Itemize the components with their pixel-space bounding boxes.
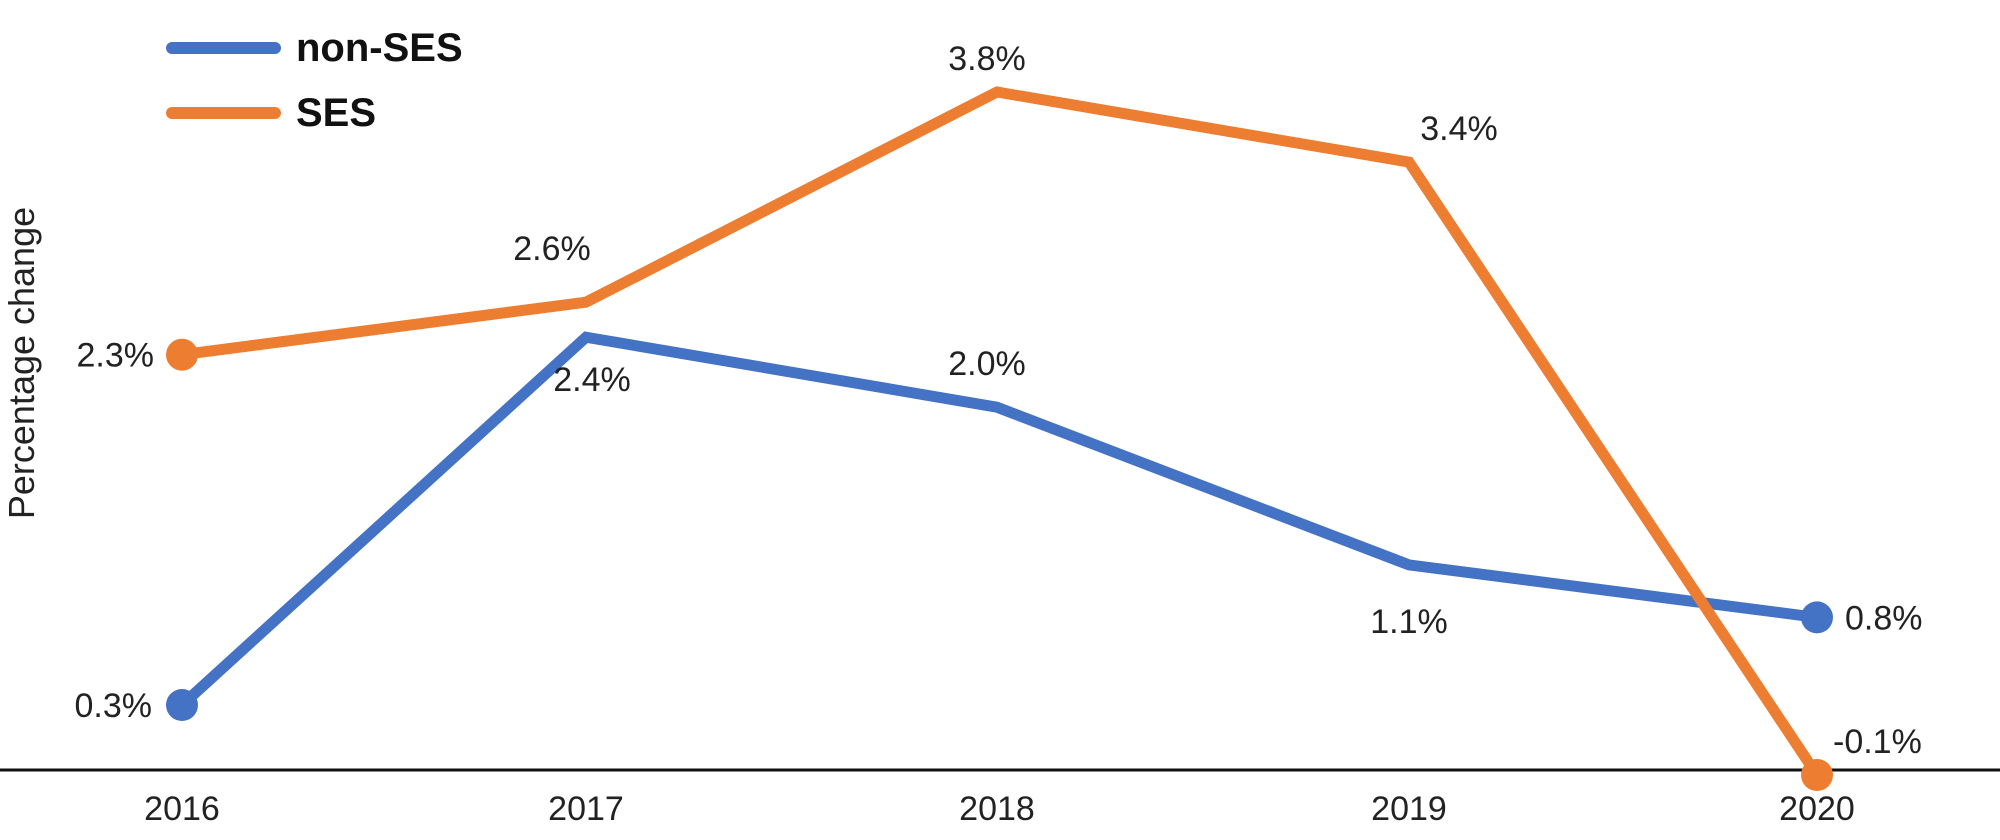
endpoint-marker-ses-2016 [166,338,198,371]
plot-area: 2016 2017 2018 2019 2020 0.3% 2.4% 2.0% 1.1% 0.8%… [75,40,1923,828]
legend-label-ses: SES [296,91,376,135]
data-label-non-ses-2018: 2.0% [948,345,1026,383]
data-label-ses-2019: 3.4% [1420,110,1498,148]
x-tick-label-2017: 2017 [548,790,624,828]
series-line-ses [181,86,1822,779]
data-label-non-ses-2019: 1.1% [1370,603,1448,641]
x-tick-label-2018: 2018 [959,790,1035,828]
data-label-ses-2017: 2.6% [513,230,591,268]
series-line-non-ses [178,331,1818,710]
data-label-ses-2016: 2.3% [77,337,155,375]
endpoint-marker-non-ses-2016 [166,689,198,721]
x-tick-label-2019: 2019 [1371,790,1447,828]
x-tick-label-2020: 2020 [1779,790,1855,828]
data-label-ses-2020: -0.1% [1833,723,1922,761]
y-axis-label: Percentage change [1,207,42,519]
legend-label-non-ses: non-SES [296,26,463,70]
data-label-ses-2018: 3.8% [948,40,1026,78]
endpoint-marker-non-ses-2020 [1801,601,1833,634]
x-tick-label-2016: 2016 [144,790,220,828]
data-label-non-ses-2016: 0.3% [75,687,153,725]
endpoint-marker-ses-2020 [1801,759,1833,791]
data-label-non-ses-2020: 0.8% [1845,599,1923,637]
legend: non-SES SES [166,26,463,135]
data-label-non-ses-2017: 2.4% [553,361,631,399]
